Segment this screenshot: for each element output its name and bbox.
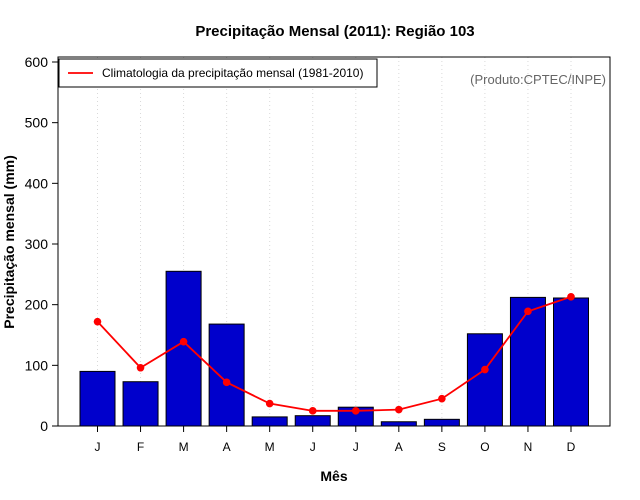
source-credit: (Produto:CPTEC/INPE) — [470, 72, 606, 87]
x-tick-label: J — [310, 440, 316, 454]
y-tick-label: 600 — [25, 54, 49, 70]
x-tick-label: O — [480, 440, 489, 454]
x-tick-label: F — [137, 440, 144, 454]
y-tick-label: 100 — [25, 357, 49, 373]
bar-N-11 — [509, 296, 546, 427]
climatology-point-5 — [265, 399, 274, 408]
climatology-point-2 — [136, 363, 145, 372]
grid-lines — [97, 57, 572, 426]
bar-F-2 — [122, 381, 159, 427]
bar-O-10 — [466, 333, 503, 427]
x-tick-label: N — [524, 440, 533, 454]
y-tick-label: 0 — [40, 418, 48, 434]
bar-D-12 — [553, 297, 589, 427]
bar-J-1 — [79, 370, 116, 427]
climatology-point-4 — [222, 378, 231, 387]
climatology-point-9 — [438, 394, 446, 403]
y-tick-label: 300 — [25, 236, 49, 252]
legend-entry-climatology: Climatologia da precipitação mensal (198… — [102, 66, 363, 80]
bar-A-8 — [380, 421, 417, 427]
y-axis-label: Precipitação mensal (mm) — [1, 155, 17, 329]
climatology-point-1 — [93, 317, 102, 326]
x-tick-label: J — [95, 440, 101, 454]
y-tick-label: 400 — [25, 175, 49, 191]
climatology-point-8 — [395, 405, 403, 414]
climatology-point-3 — [179, 337, 188, 346]
x-tick-label: M — [265, 440, 275, 454]
legend: Climatologia da precipitação mensal (198… — [58, 58, 378, 88]
climatology-point-10 — [481, 365, 489, 374]
bar-S-9 — [423, 418, 460, 427]
climatology-point-6 — [308, 407, 317, 415]
bar-M-5 — [251, 416, 288, 427]
bar-A-4 — [208, 323, 245, 427]
x-tick-label: A — [395, 440, 403, 454]
x-tick-label: M — [179, 440, 189, 454]
climatology-point-7 — [351, 407, 360, 415]
legend-box — [58, 58, 378, 88]
x-tick-label: A — [223, 440, 231, 454]
y-axis: 0 100 200 300 400 500 600 — [25, 54, 58, 434]
climatology-series — [93, 292, 575, 415]
x-tick-label: J — [353, 440, 359, 454]
climatology-point-11 — [524, 307, 532, 316]
bar-J-6 — [294, 415, 331, 427]
y-tick-label: 200 — [25, 297, 49, 313]
x-axis-label: Mês — [320, 468, 347, 484]
x-tick-label: D — [567, 440, 576, 454]
climatology-line — [96, 295, 572, 412]
y-tick-label: 500 — [25, 115, 49, 131]
x-tick-label: S — [438, 440, 446, 454]
climatology-point-12 — [567, 292, 575, 301]
bar-series — [79, 270, 589, 427]
plot-frame — [57, 56, 611, 427]
chart-title: Precipitação Mensal (2011): Região 103 — [195, 23, 474, 40]
